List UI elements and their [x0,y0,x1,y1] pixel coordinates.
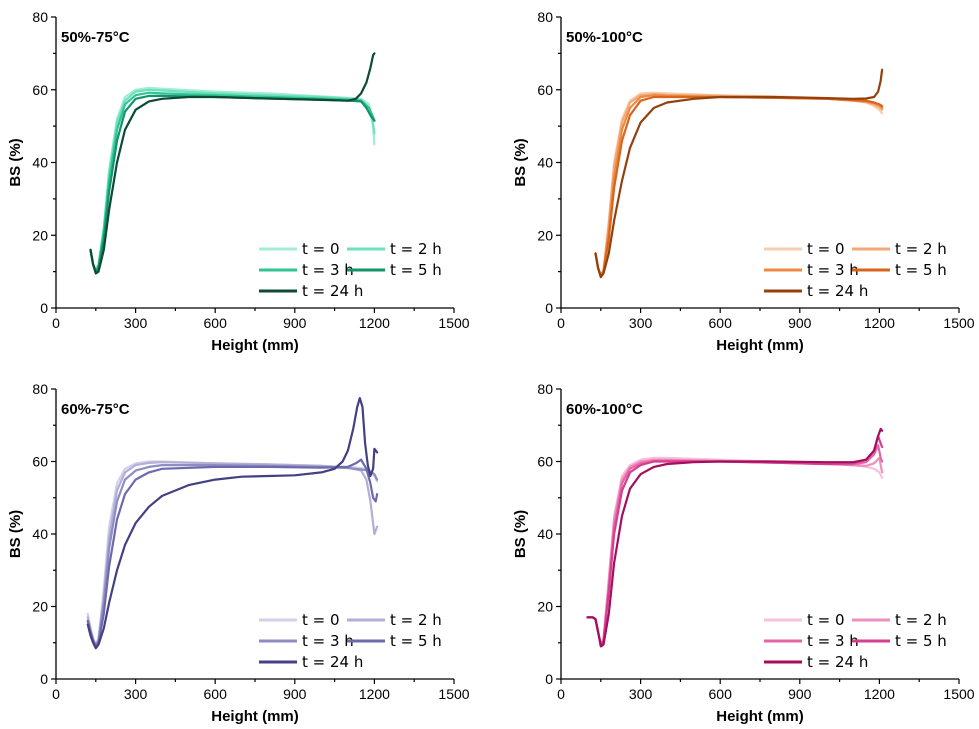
y-tick-label: 60 [32,454,48,470]
legend-label: t = 5 h [390,261,442,279]
y-tick-label: 80 [32,381,48,397]
panel-title: 60%-75°C [61,401,130,418]
legend-label: t = 24 h [302,282,363,300]
legend: t = 0 t = 2 h t = 3 h t = 5 h t = 24 h [259,611,442,671]
x-axis-title: Height (mm) [211,337,299,354]
x-tick-label: 0 [557,686,565,702]
y-axis-title: BS (%) [7,138,24,186]
x-tick-label: 300 [629,315,653,331]
panel-title: 60%-100°C [566,401,643,418]
x-axis-title: Height (mm) [211,708,299,725]
x-tick-label: 600 [709,315,733,331]
y-tick-label: 60 [537,454,553,470]
y-tick-label: 0 [545,671,553,687]
panel-title: 50%-100°C [566,29,643,46]
y-tick-label: 20 [537,599,553,615]
x-tick-label: 900 [788,686,812,702]
x-tick-label: 1500 [943,315,974,331]
y-tick-label: 80 [537,381,553,397]
y-tick-label: 40 [537,155,553,171]
y-axis-title: BS (%) [512,138,529,186]
y-tick-label: 40 [32,155,48,171]
legend-label: t = 0 [807,611,845,629]
legend-label: t = 5 h [390,632,442,650]
legend-label: t = 2 h [390,240,442,258]
x-tick-label: 600 [204,686,228,702]
legend-label: t = 2 h [895,240,947,258]
y-tick-label: 40 [32,526,48,542]
y-axis-title: BS (%) [512,510,529,558]
series-group [86,397,379,650]
legend: t = 0 t = 2 h t = 3 h t = 5 h t = 24 h [764,240,947,300]
legend-label: t = 2 h [895,611,947,629]
legend-label: t = 24 h [302,653,363,671]
x-tick-label: 600 [709,686,733,702]
legend-label: t = 0 [807,240,845,258]
series-group [594,68,884,279]
y-tick-label: 0 [40,300,48,316]
series-line [594,68,884,279]
x-tick-label: 1200 [864,315,895,331]
panel-title: 50%-75°C [61,29,130,46]
legend-label: t = 3 h [302,632,354,650]
chart-panel: 0 300 600 900 1200 1500 0 20 40 60 80 Height (mm) BS… [512,381,975,725]
legend: t = 0 t = 2 h t = 3 h t = 5 h t = 24 h [764,611,947,671]
series-line [89,52,376,275]
x-tick-label: 1500 [943,686,974,702]
chart-panel: 0 300 600 900 1200 1500 0 20 40 60 80 Height (mm) BS… [512,9,975,354]
x-tick-label: 900 [788,315,812,331]
x-tick-label: 0 [557,315,565,331]
legend-label: t = 0 [302,240,340,258]
legend-label: t = 24 h [807,282,868,300]
x-tick-label: 600 [204,315,228,331]
legend-label: t = 24 h [807,653,868,671]
x-tick-label: 0 [52,686,60,702]
y-tick-label: 0 [545,300,553,316]
series-group [89,52,376,275]
chart-panel: 0 300 600 900 1200 1500 0 20 40 60 80 Height (mm) BS… [7,381,470,725]
legend-label: t = 5 h [895,632,947,650]
y-tick-label: 80 [32,9,48,25]
legend: t = 0 t = 2 h t = 3 h t = 5 h t = 24 h [259,240,442,300]
x-axis-title: Height (mm) [716,337,804,354]
legend-label: t = 3 h [302,261,354,279]
x-tick-label: 0 [52,315,60,331]
x-tick-label: 1500 [438,686,469,702]
x-tick-label: 300 [124,315,148,331]
x-tick-label: 1500 [438,315,469,331]
x-tick-label: 300 [124,686,148,702]
y-tick-label: 0 [40,671,48,687]
y-tick-label: 80 [537,9,553,25]
series-group [586,427,884,648]
x-tick-label: 1200 [359,686,390,702]
chart-panel: 0 300 600 900 1200 1500 0 20 40 60 80 Height (mm) BS… [7,9,470,354]
x-tick-label: 1200 [359,315,390,331]
y-tick-label: 60 [32,82,48,98]
y-tick-label: 20 [32,599,48,615]
y-tick-label: 60 [537,82,553,98]
legend-label: t = 5 h [895,261,947,279]
y-tick-label: 20 [32,227,48,243]
legend-label: t = 3 h [807,632,859,650]
y-axis-title: BS (%) [7,510,24,558]
y-tick-label: 40 [537,526,553,542]
legend-label: t = 3 h [807,261,859,279]
series-line [86,397,379,650]
x-tick-label: 300 [629,686,653,702]
y-tick-label: 20 [537,227,553,243]
series-line [586,427,884,648]
legend-label: t = 2 h [390,611,442,629]
x-axis-title: Height (mm) [716,708,804,725]
x-tick-label: 900 [283,686,307,702]
x-tick-label: 1200 [864,686,895,702]
legend-label: t = 0 [302,611,340,629]
x-tick-label: 900 [283,315,307,331]
